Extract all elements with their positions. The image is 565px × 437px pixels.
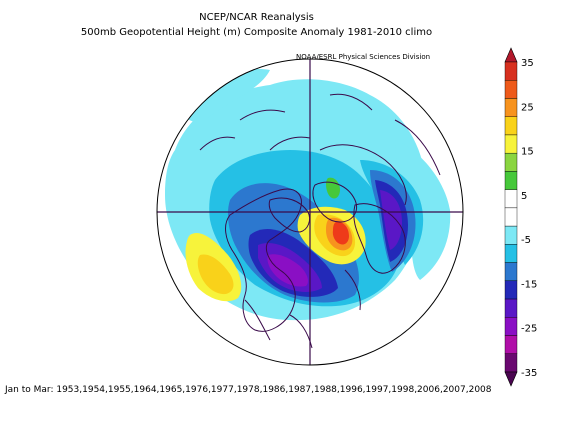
anomaly-region-pos-atlantic-max: [332, 221, 349, 245]
colorbar-swatch: [504, 189, 518, 209]
colorbar-swatch: [504, 61, 518, 81]
colorbar-tick-label: 15: [521, 147, 534, 158]
colorbar-cap-top: [504, 47, 518, 63]
colorbar-swatch: [504, 317, 518, 336]
colorbar-swatch: [504, 280, 518, 300]
colorbar-swatch: [504, 353, 518, 373]
colorbar-swatch: [504, 262, 518, 282]
colorbar-tick-label: -35: [521, 368, 537, 379]
colorbar-swatch: [504, 335, 518, 354]
anomaly-region-pos-pacific-core: [197, 254, 234, 295]
colorbar-swatch: [504, 298, 518, 318]
coastlines: [199, 93, 441, 349]
anomaly-region-neg-violet-east: [380, 190, 402, 250]
colorbar-tick-label: 35: [521, 58, 534, 69]
colorbar-swatch: [504, 80, 518, 99]
colorbar-swatch: [504, 134, 518, 154]
composite-years-label: Jan to Mar: 1953,1954,1955,1964,1965,197…: [5, 385, 492, 395]
anomaly-region-neg-purple: [267, 254, 308, 287]
colorbar-tick-label: 25: [521, 102, 534, 113]
colorbar-cap-bottom: [504, 371, 518, 387]
map-globe: [157, 59, 463, 365]
colorbar-swatch: [504, 244, 518, 263]
colorbar: 35 25 15 5 -5 -15 -25 -35: [504, 47, 537, 387]
anomaly-region-pos-green: [326, 177, 340, 199]
credit-label: NOAA/ESRL Physical Sciences Division: [296, 53, 431, 61]
colorbar-swatch: [504, 116, 518, 136]
map-subtitle: 500mb Geopotential Height (m) Composite …: [80, 27, 433, 38]
colorbar-tick-label: -25: [521, 324, 537, 335]
colorbar-tick-label: -15: [521, 279, 537, 290]
colorbar-swatch: [504, 225, 518, 245]
colorbar-tick-label: 5: [521, 191, 527, 202]
globe-border: [156, 58, 464, 366]
anomaly-region-neg-light-east: [395, 140, 451, 280]
colorbar-swatch: [504, 171, 518, 190]
anomaly-region-neg-light-north: [180, 69, 270, 122]
colorbar-swatch: [504, 207, 518, 227]
colorbar-swatch: [504, 98, 518, 117]
map-title: NCEP/NCAR Reanalysis: [199, 12, 314, 23]
colorbar-tick-label: -5: [521, 235, 531, 246]
colorbar-swatch: [504, 152, 518, 172]
